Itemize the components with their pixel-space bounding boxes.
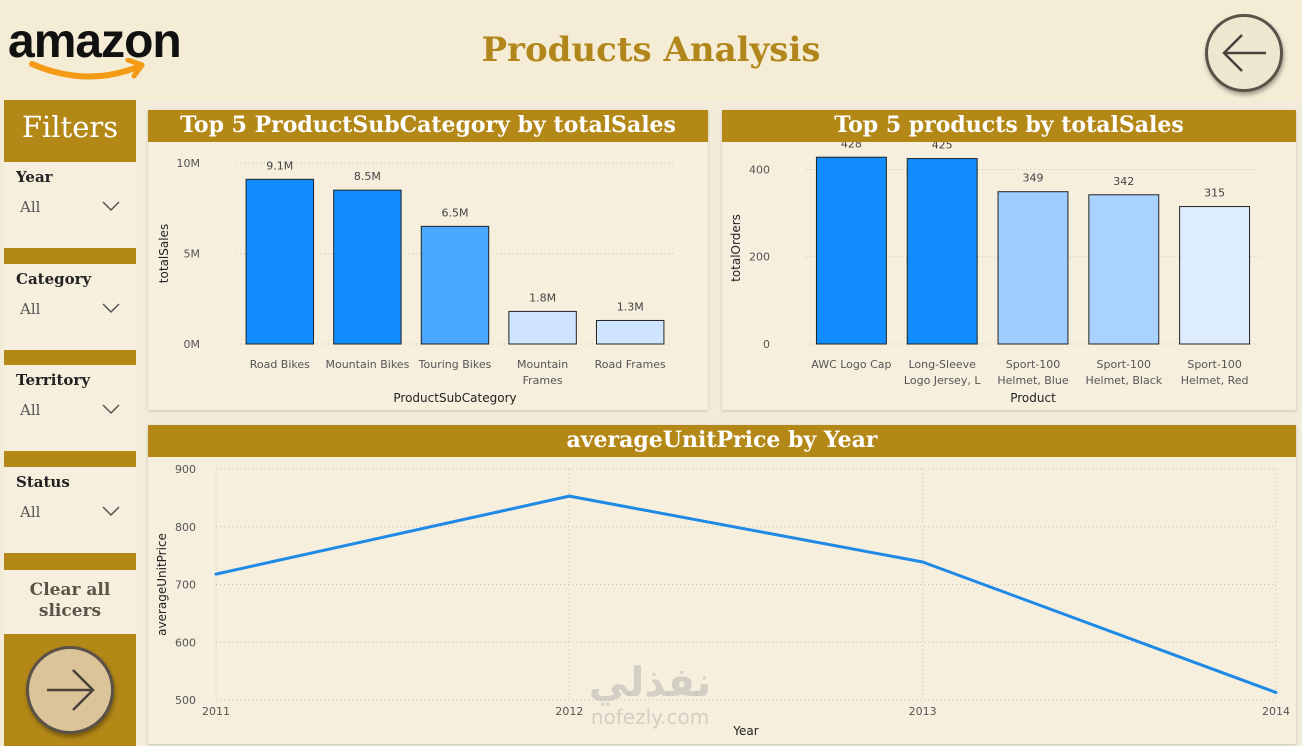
x-tick-label: AWC Logo Cap [811,358,891,371]
bar [906,158,978,345]
x-tick-label: 2011 [202,705,230,718]
bar [508,310,577,345]
chevron-down-icon[interactable] [102,302,120,314]
x-tick-label: 2014 [1262,705,1290,718]
chart-title: Top 5 ProductSubCategory by totalSales [148,110,708,142]
x-tick-label: Sport-100 Helmet, Black [1085,358,1162,387]
x-tick-label: Road Frames [595,358,666,371]
y-tick-label: 0M [184,338,201,351]
data-label: 428 [841,142,862,150]
bar [245,178,315,345]
bar [1088,194,1160,345]
y-axis-title: totalSales [157,224,171,283]
territory-slicer[interactable]: Territory All [4,365,136,451]
x-tick-label: Sport-100 Helmet, Red [1181,358,1249,387]
y-tick-label: 5M [184,248,201,261]
data-label: 1.8M [529,291,556,304]
y-tick-label: 900 [175,463,196,476]
y-tick-label: 200 [749,251,770,264]
chevron-down-icon[interactable] [102,200,120,212]
data-label: 425 [932,142,953,152]
bar [420,225,490,345]
data-point [1274,690,1278,694]
bar [815,156,887,345]
slicer-label: Territory [16,371,91,389]
bar [333,189,402,345]
y-tick-label: 0 [763,338,770,351]
data-label: 1.3M [617,300,644,313]
data-point [921,560,925,564]
y-tick-label: 10M [177,157,201,170]
y-tick-label: 400 [749,163,770,176]
x-axis-title: Product [1010,391,1056,405]
unit-price-line-chart: averageUnitPrice by Year 500 600 700 800 900… [148,425,1296,744]
subcategory-sales-chart: Top 5 ProductSubCategory by totalSales 0… [148,110,708,410]
filters-panel: Filters Year All Category All Territory … [4,100,136,746]
product-orders-chart: Top 5 products by totalSales 0 200 400 428 A… [722,110,1296,410]
data-label: 6.5M [442,206,469,219]
bar [595,319,665,345]
product-orders-plot: 0 200 400 428 AWC Logo Cap 425 Long-Sleeve Logo… [729,142,1260,405]
page-title: Products Analysis [481,30,821,70]
amazon-logo: amazon [6,14,196,84]
slicer-value: All [20,300,41,318]
x-tick-label: Mountain Bikes [325,358,409,371]
chevron-down-icon[interactable] [102,403,120,415]
data-label: 9.1M [266,159,293,172]
bar [997,191,1069,345]
series-line [215,494,1277,694]
x-tick-label: Mountain Frames [517,358,568,387]
data-point [567,494,571,498]
back-button[interactable] [1205,14,1283,92]
x-axis-title: ProductSubCategory [393,391,516,405]
clear-all-slicers-button[interactable]: Clear all slicers [4,570,136,634]
y-tick-label: 600 [175,636,196,649]
slicer-label: Category [16,270,92,288]
chevron-down-icon[interactable] [102,505,120,517]
x-tick-label: Sport-100 Helmet, Blue [997,358,1068,387]
x-tick-label: 2013 [909,705,937,718]
status-slicer[interactable]: Status All [4,467,136,553]
x-axis-title: Year [732,724,758,738]
arrow-left-icon [1222,34,1266,72]
data-label: 8.5M [354,170,381,183]
filters-title: Filters [21,110,119,144]
unit-price-plot: 500 600 700 800 900 2011 2012 2013 2014 Year avera… [155,463,1290,738]
data-point [214,572,218,576]
chart-title: averageUnitPrice by Year [148,425,1296,457]
slicer-value: All [20,401,41,419]
y-tick-label: 500 [175,694,196,707]
data-label: 315 [1204,187,1225,200]
logo-text: amazon [8,15,182,68]
subcategory-sales-plot: 0M 5M 10M 9.1M Road Bikes 8.5M Mountain Bikes 6… [157,157,674,405]
y-tick-label: 800 [175,521,196,534]
arrow-right-icon [47,669,95,711]
x-tick-label: Touring Bikes [418,358,492,371]
header: amazon Products Analysis [0,0,1302,100]
slicer-label: Status [16,473,70,491]
chart-title: Top 5 products by totalSales [722,110,1296,142]
year-slicer[interactable]: Year All [4,162,136,248]
y-axis-title: totalOrders [729,214,743,282]
x-tick-label: Road Bikes [250,358,310,371]
slicer-value: All [20,503,41,521]
slicer-value: All [20,198,41,216]
slicer-label: Year [16,168,53,186]
x-tick-label: 2012 [555,705,583,718]
smile-arrow-icon [29,58,145,80]
x-tick-label: Long-Sleeve Logo Jersey, L [904,358,981,387]
bar [1179,206,1251,345]
data-label: 342 [1113,175,1134,188]
data-label: 349 [1023,172,1044,185]
y-tick-label: 700 [175,579,196,592]
y-axis-title: averageUnitPrice [155,533,169,636]
next-page-button[interactable] [26,646,114,734]
category-slicer[interactable]: Category All [4,264,136,350]
